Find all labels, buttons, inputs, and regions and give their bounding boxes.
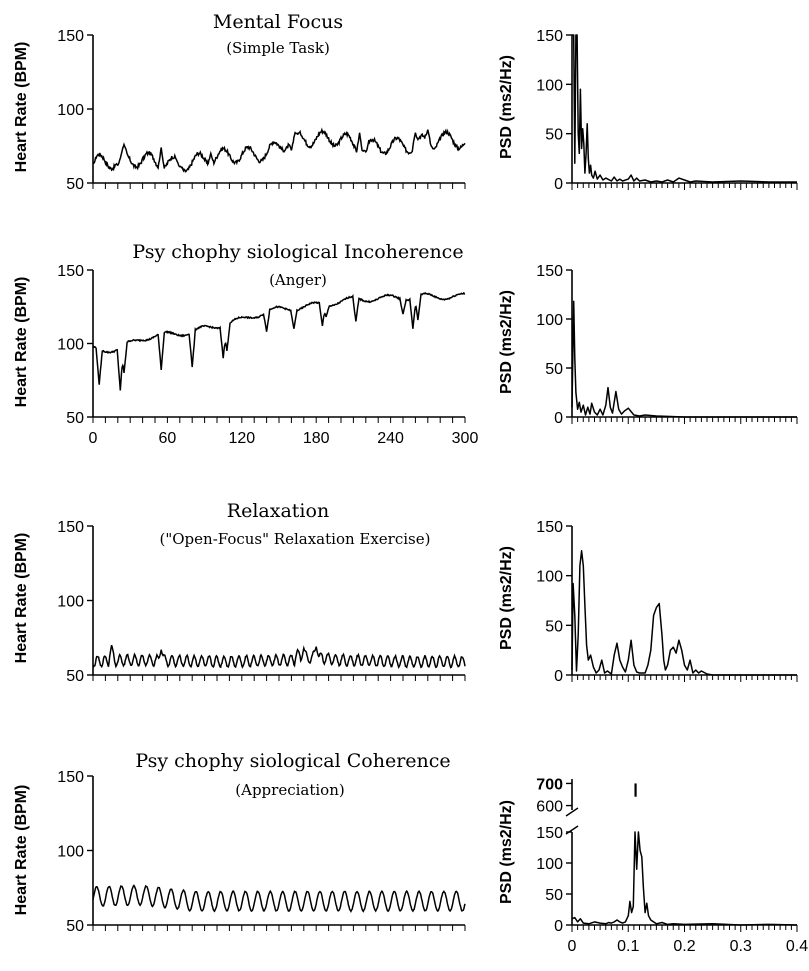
hr-incoherence-xtick-label: 0: [89, 430, 98, 447]
hr-incoherence-series-line: [92, 291, 466, 391]
psd-coherence-axis-break-mark: [565, 807, 579, 817]
hr-incoherence-ytick-label: 50: [66, 410, 84, 427]
hr-coherence-ytick-label: 50: [66, 918, 84, 935]
psd-relaxation-ylabel: PSD (ms2/Hz): [498, 546, 515, 650]
psd-incoherence-ytick-label: 0: [554, 410, 563, 427]
psd-relaxation-series-line: [571, 550, 797, 676]
psd-focus-ylabel: PSD (ms2/Hz): [498, 55, 515, 159]
hr-incoherence-xtick-label: 240: [377, 430, 404, 447]
hr-focus-series-line: [92, 127, 466, 173]
hr-coherence-ytick-label: 100: [57, 844, 84, 861]
hr-incoherence-xtick-label: 300: [452, 430, 479, 447]
psd-coherence-ytick-label: 150: [536, 825, 563, 842]
psd-coherence-ytick-label: 100: [536, 856, 563, 873]
hr-coherence-title: Psy chophy siological Coherence: [135, 750, 450, 772]
psd-coherence-xtick-label: 0.2: [673, 938, 695, 955]
hr-focus-subtitle: (Simple Task): [226, 39, 330, 57]
hr-incoherence-ylabel: Heart Rate (BPM): [13, 277, 30, 408]
psd-coherence-series-line: [571, 831, 798, 926]
hr-focus-ytick-label: 50: [66, 176, 84, 193]
psd-incoherence-series-line: [571, 300, 797, 418]
hr-focus-ytick-label: 150: [57, 28, 84, 45]
psd-focus-series-line: [572, 34, 797, 183]
psd-coherence-xtick-label: 0.1: [617, 938, 639, 955]
hr-incoherence-ytick-label: 100: [57, 337, 84, 354]
hr-relaxation-ytick-label: 50: [66, 668, 84, 685]
psd-coherence-xtick-label: 0.4: [786, 938, 808, 955]
psd-coherence-ylabel: PSD (ms2/Hz): [498, 800, 515, 904]
psd-coherence-upper-ytick-label: 700: [536, 776, 563, 793]
psd-coherence-xtick-label: 0.3: [730, 938, 752, 955]
hr-relaxation-ylabel: Heart Rate (BPM): [13, 533, 30, 664]
psd-relaxation-ytick-label: 0: [554, 668, 563, 685]
hr-coherence-ytick-label: 150: [57, 769, 84, 786]
hr-incoherence-title: Psy chophy siological Incoherence: [132, 241, 463, 263]
psd-relaxation-ytick-label: 50: [545, 618, 563, 635]
psd-incoherence-ytick-label: 100: [536, 312, 563, 329]
psd-relaxation-ytick-label: 150: [536, 519, 563, 536]
psd-focus-ytick-label: 0: [554, 176, 563, 193]
hr-relaxation-subtitle: ("Open-Focus" Relaxation Exercise): [160, 530, 431, 548]
hr-coherence-ylabel: Heart Rate (BPM): [13, 785, 30, 916]
psd-focus-ytick-label: 150: [536, 28, 563, 45]
hr-focus-ytick-label: 100: [57, 102, 84, 119]
hr-coherence-subtitle: (Appreciation): [235, 781, 344, 799]
hr-relaxation-series-line: [92, 644, 466, 669]
psd-incoherence-ytick-label: 150: [536, 263, 563, 280]
psd-focus-ytick-label: 100: [536, 77, 563, 94]
hr-focus-ylabel: Heart Rate (BPM): [13, 42, 30, 173]
hr-relaxation-ytick-label: 100: [57, 594, 84, 611]
psd-relaxation-ytick-label: 100: [536, 569, 563, 586]
psd-coherence-ytick-label: 50: [545, 887, 563, 904]
hr-relaxation-title: Relaxation: [227, 500, 329, 522]
hr-incoherence-subtitle: (Anger): [269, 271, 327, 289]
psd-coherence-ytick-label: 0: [554, 918, 563, 935]
hr-relaxation-ytick-label: 150: [57, 519, 84, 536]
hr-incoherence-ytick-label: 150: [57, 263, 84, 280]
psd-incoherence-ytick-label: 50: [545, 361, 563, 378]
psd-incoherence-ylabel: PSD (ms2/Hz): [498, 290, 515, 394]
plots-layer: 50 100 150 50 100 150 0 60 120 180 240 300 50 100 150 5…: [57, 28, 808, 955]
psd-coherence-upper-ytick-label: 600: [536, 799, 563, 816]
psd-coherence-xtick-label: 0: [568, 938, 577, 955]
hr-incoherence-xtick-label: 60: [159, 430, 177, 447]
hr-coherence-series-line: [92, 884, 466, 913]
psd-focus-ytick-label: 50: [545, 127, 563, 144]
hr-incoherence-xtick-label: 180: [303, 430, 330, 447]
hr-focus-title: Mental Focus: [213, 11, 343, 33]
hr-incoherence-xtick-label: 120: [228, 430, 255, 447]
psd-coherence-axis-break-mark: [565, 825, 579, 835]
